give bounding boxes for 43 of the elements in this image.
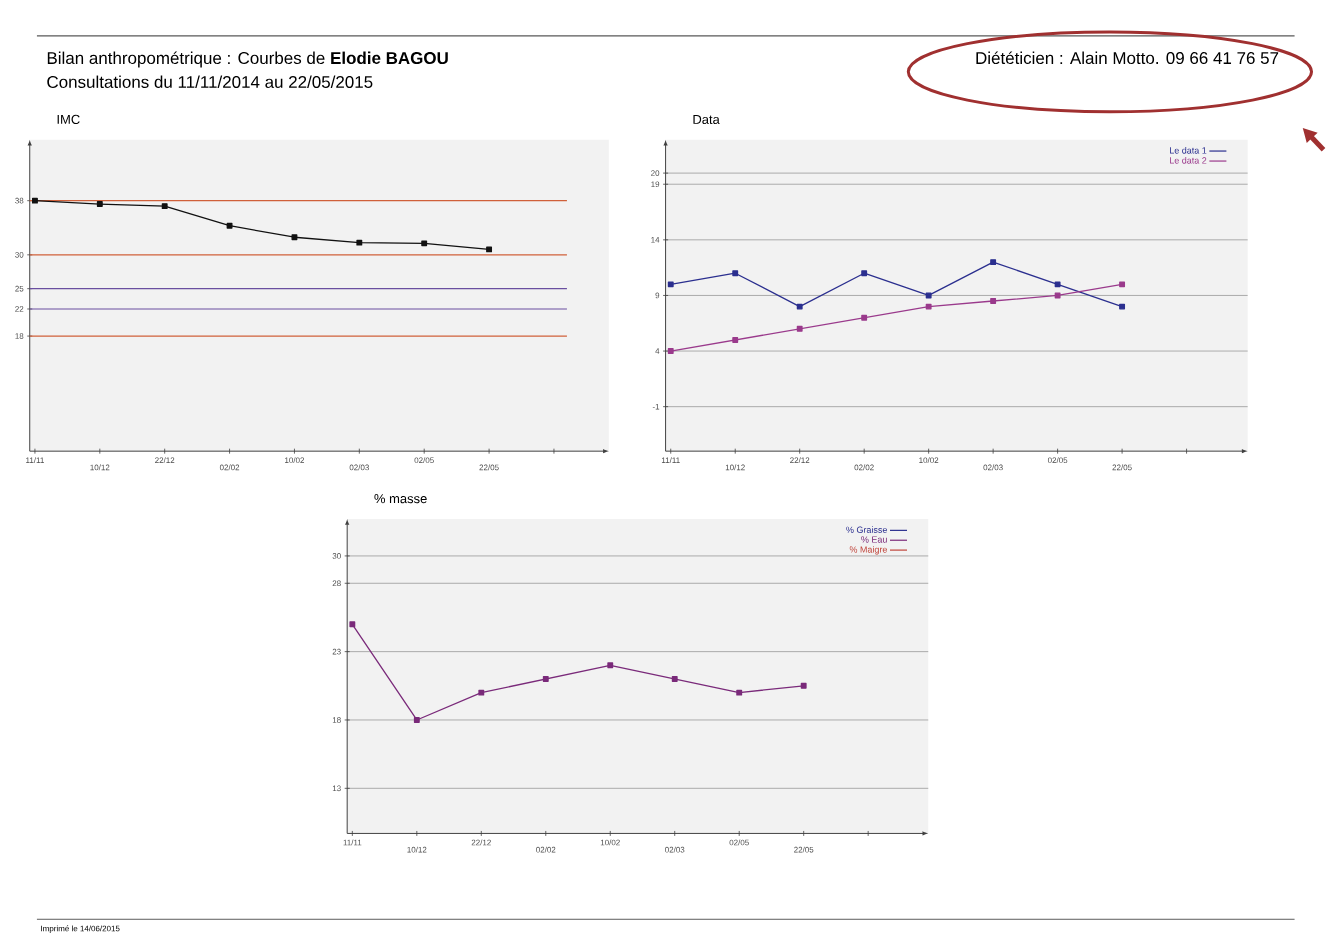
text: Diététicien : Alain Motto. 09 66 41 76 57 [976, 51, 1279, 64]
point [291, 234, 298, 241]
point [796, 325, 803, 332]
point [732, 270, 739, 277]
point [478, 689, 485, 696]
point [736, 689, 743, 696]
point [1119, 303, 1126, 310]
point [667, 348, 674, 354]
point [671, 675, 678, 682]
point [356, 239, 363, 246]
point [413, 716, 420, 723]
point [925, 292, 932, 299]
point [96, 201, 103, 207]
legend-label: Le data 2 [1170, 156, 1207, 164]
chart-title: IMC [57, 114, 80, 124]
point [31, 197, 38, 204]
point [542, 675, 549, 682]
point [1119, 281, 1126, 288]
point [226, 222, 233, 229]
chart-title: % masse [374, 493, 427, 504]
legend-label: % Eau [861, 536, 887, 543]
point [732, 336, 739, 343]
legend-label: % Maigre [849, 545, 887, 555]
chart-title: Data [693, 114, 720, 124]
point [349, 621, 356, 628]
point [796, 303, 803, 310]
point [607, 662, 614, 669]
point [486, 246, 493, 253]
point [925, 303, 932, 310]
text: Bilan anthropométrique : Courbes de Elodie BAGOU [47, 51, 448, 68]
text: Consultations du 11/11/2014 au 22/05/2015 [47, 75, 373, 88]
point [161, 203, 168, 209]
point [1054, 281, 1061, 288]
legend-label: % Graisse [846, 526, 887, 533]
point [421, 240, 428, 247]
point [990, 297, 997, 304]
point [1054, 292, 1061, 299]
point [990, 259, 997, 265]
point [861, 314, 868, 321]
point [800, 682, 807, 689]
point [667, 281, 674, 288]
legend-label: Le data 1 [1170, 146, 1207, 154]
point [861, 270, 868, 277]
